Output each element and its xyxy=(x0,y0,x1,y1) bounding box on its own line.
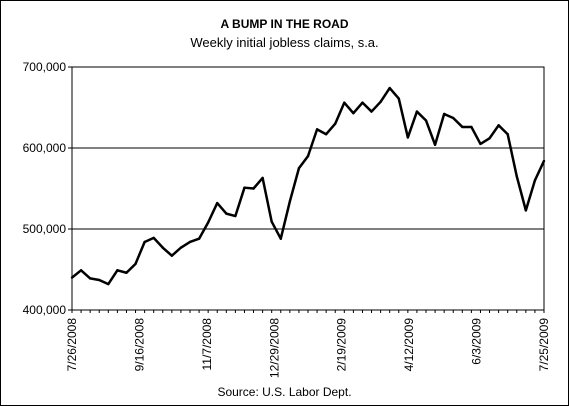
data-point xyxy=(343,101,346,104)
data-point xyxy=(370,110,373,113)
plot-area xyxy=(71,66,545,311)
data-point xyxy=(352,111,355,115)
data-point xyxy=(533,179,537,182)
data-point xyxy=(406,136,410,139)
data-point xyxy=(524,209,528,212)
data-point xyxy=(315,128,319,131)
data-point xyxy=(542,159,546,163)
data-point xyxy=(397,97,400,100)
data-point xyxy=(107,282,110,286)
data-point xyxy=(152,236,155,240)
x-tick-label: 12/29/2008 xyxy=(267,318,281,378)
data-point xyxy=(379,100,382,104)
data-point xyxy=(170,254,174,257)
data-point xyxy=(88,277,92,280)
x-axis-ticks: 7/26/2008 9/16/2008 11/7/2008 12/29/2008 2/1… xyxy=(65,310,551,378)
data-point xyxy=(479,142,482,146)
data-point xyxy=(279,237,282,240)
data-point xyxy=(415,110,419,113)
data-point xyxy=(125,271,128,274)
data-point xyxy=(324,133,328,136)
data-point xyxy=(179,246,183,249)
data-point xyxy=(506,133,509,136)
data-point xyxy=(497,124,500,127)
gridlines xyxy=(72,147,544,230)
data-point xyxy=(161,246,164,249)
y-tick-label: 700,000 xyxy=(23,60,67,74)
data-point xyxy=(116,269,119,272)
x-tick-label: 9/16/2008 xyxy=(132,318,146,372)
y-tick-label: 600,000 xyxy=(23,141,67,155)
data-point xyxy=(225,212,228,215)
x-tick-label: 6/3/2009 xyxy=(470,318,484,365)
chart-title: A BUMP IN THE ROAD xyxy=(220,17,349,31)
data-point xyxy=(143,240,146,244)
data-point xyxy=(252,187,255,190)
data-point xyxy=(98,278,101,282)
data-point xyxy=(433,143,437,146)
data-point xyxy=(197,237,201,240)
x-tick-label: 4/12/2009 xyxy=(402,318,416,372)
data-point xyxy=(216,201,219,205)
chart-source: Source: U.S. Labor Dept. xyxy=(217,385,352,399)
data-point xyxy=(442,112,446,116)
data-point xyxy=(188,240,192,244)
y-tick-label: 400,000 xyxy=(23,303,67,317)
data-point xyxy=(361,101,364,104)
data-point xyxy=(134,262,137,266)
x-tick-label: 11/7/2008 xyxy=(200,318,214,371)
data-point xyxy=(461,125,464,129)
data-point xyxy=(297,167,301,170)
chart-subtitle: Weekly initial jobless claims, s.a. xyxy=(190,35,379,50)
data-point xyxy=(270,220,273,223)
data-point xyxy=(388,86,391,90)
data-point xyxy=(488,137,491,140)
data-point xyxy=(452,116,455,120)
data-points xyxy=(70,86,546,286)
y-tick-label: 500,000 xyxy=(23,222,67,236)
data-point xyxy=(243,186,246,189)
data-point xyxy=(306,154,310,158)
data-point xyxy=(288,200,292,203)
data-point xyxy=(334,122,337,125)
y-axis-ticks: 400,000 500,000 600,000 700,000 xyxy=(23,60,72,317)
data-point xyxy=(424,119,428,122)
x-tick-label: 7/25/2009 xyxy=(537,318,551,372)
data-point xyxy=(234,214,237,218)
data-point xyxy=(79,269,83,272)
data-point xyxy=(261,176,264,180)
data-point xyxy=(470,125,473,129)
x-tick-label: 2/19/2009 xyxy=(335,318,349,372)
data-point xyxy=(206,221,210,224)
data-point xyxy=(515,175,518,178)
data-point xyxy=(70,276,74,279)
x-tick-label: 7/26/2008 xyxy=(65,318,79,372)
